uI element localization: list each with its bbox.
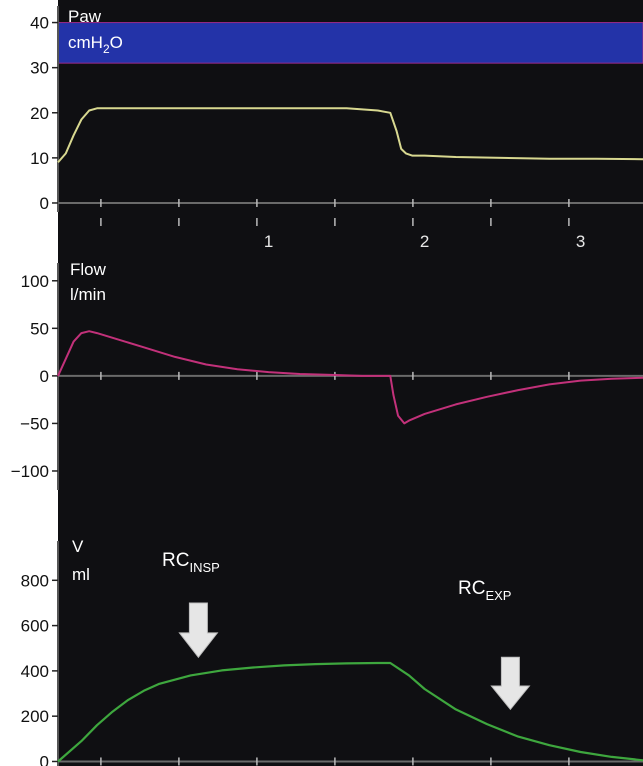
flow-y-axis: 100 50 0 −50 −100 xyxy=(11,263,59,490)
flow-y-tick-label: 50 xyxy=(30,319,49,338)
volume-panel-label: V xyxy=(72,537,84,556)
pressure-unit-subscript: 2 xyxy=(103,42,110,56)
plot-background xyxy=(58,0,643,766)
pressure-y-axis: 0 10 20 30 40 xyxy=(30,6,59,213)
rc-insp-arrow xyxy=(178,602,219,659)
volume-y-tick-label: 800 xyxy=(21,571,49,590)
volume-unit-label: ml xyxy=(72,565,90,584)
pressure-unit-tail: O xyxy=(110,33,123,52)
rc-exp-annotation: RCEXP xyxy=(458,578,511,603)
volume-y-axis: 800 600 400 200 0 xyxy=(21,541,59,766)
pressure-y-tick-label: 10 xyxy=(30,149,49,168)
pressure-panel-label: Paw xyxy=(68,7,102,26)
volume-series-line xyxy=(57,661,643,763)
rc-exp-arrow xyxy=(490,656,531,711)
volume-y-tick-label: 600 xyxy=(21,617,49,636)
pressure-y-tick-label: 30 xyxy=(30,59,49,78)
pressure-x-tick-label: 1 xyxy=(264,232,273,251)
pressure-series-line xyxy=(57,107,643,164)
pressure-unit-label: cmH2O xyxy=(68,33,123,56)
flow-unit-label: l/min xyxy=(70,285,106,304)
pressure-y-tick-label: 40 xyxy=(30,14,49,33)
flow-panel: 100 50 0 −50 −100 Flow l/min xyxy=(11,260,643,490)
pressure-x-tick-label: 2 xyxy=(420,232,429,251)
rc-exp-main: RC xyxy=(458,578,485,599)
flow-y-tick-label: 100 xyxy=(21,272,49,291)
pressure-alarm-band xyxy=(57,22,643,64)
rc-insp-main: RC xyxy=(162,550,189,571)
pressure-y-tick-label: 0 xyxy=(40,194,49,213)
flow-y-tick-label: −50 xyxy=(20,414,49,433)
volume-y-tick-label: 200 xyxy=(21,707,49,726)
pressure-unit-main: cmH xyxy=(68,33,103,52)
pressure-x-axis: 1 2 3 xyxy=(58,198,643,251)
volume-x-axis xyxy=(58,757,643,766)
volume-y-tick-label: 400 xyxy=(21,662,49,681)
flow-y-tick-label: 0 xyxy=(40,367,49,386)
flow-series-line xyxy=(57,330,643,425)
flow-y-tick-label: −100 xyxy=(11,462,49,481)
flow-panel-label: Flow xyxy=(70,260,107,279)
volume-y-tick-label: 0 xyxy=(40,752,49,766)
rc-insp-annotation: RCINSP xyxy=(162,550,220,575)
pressure-y-tick-label: 20 xyxy=(30,104,49,123)
rc-insp-subscript: INSP xyxy=(189,560,219,575)
rc-exp-subscript: EXP xyxy=(485,588,511,603)
pressure-x-tick-label: 3 xyxy=(576,232,585,251)
